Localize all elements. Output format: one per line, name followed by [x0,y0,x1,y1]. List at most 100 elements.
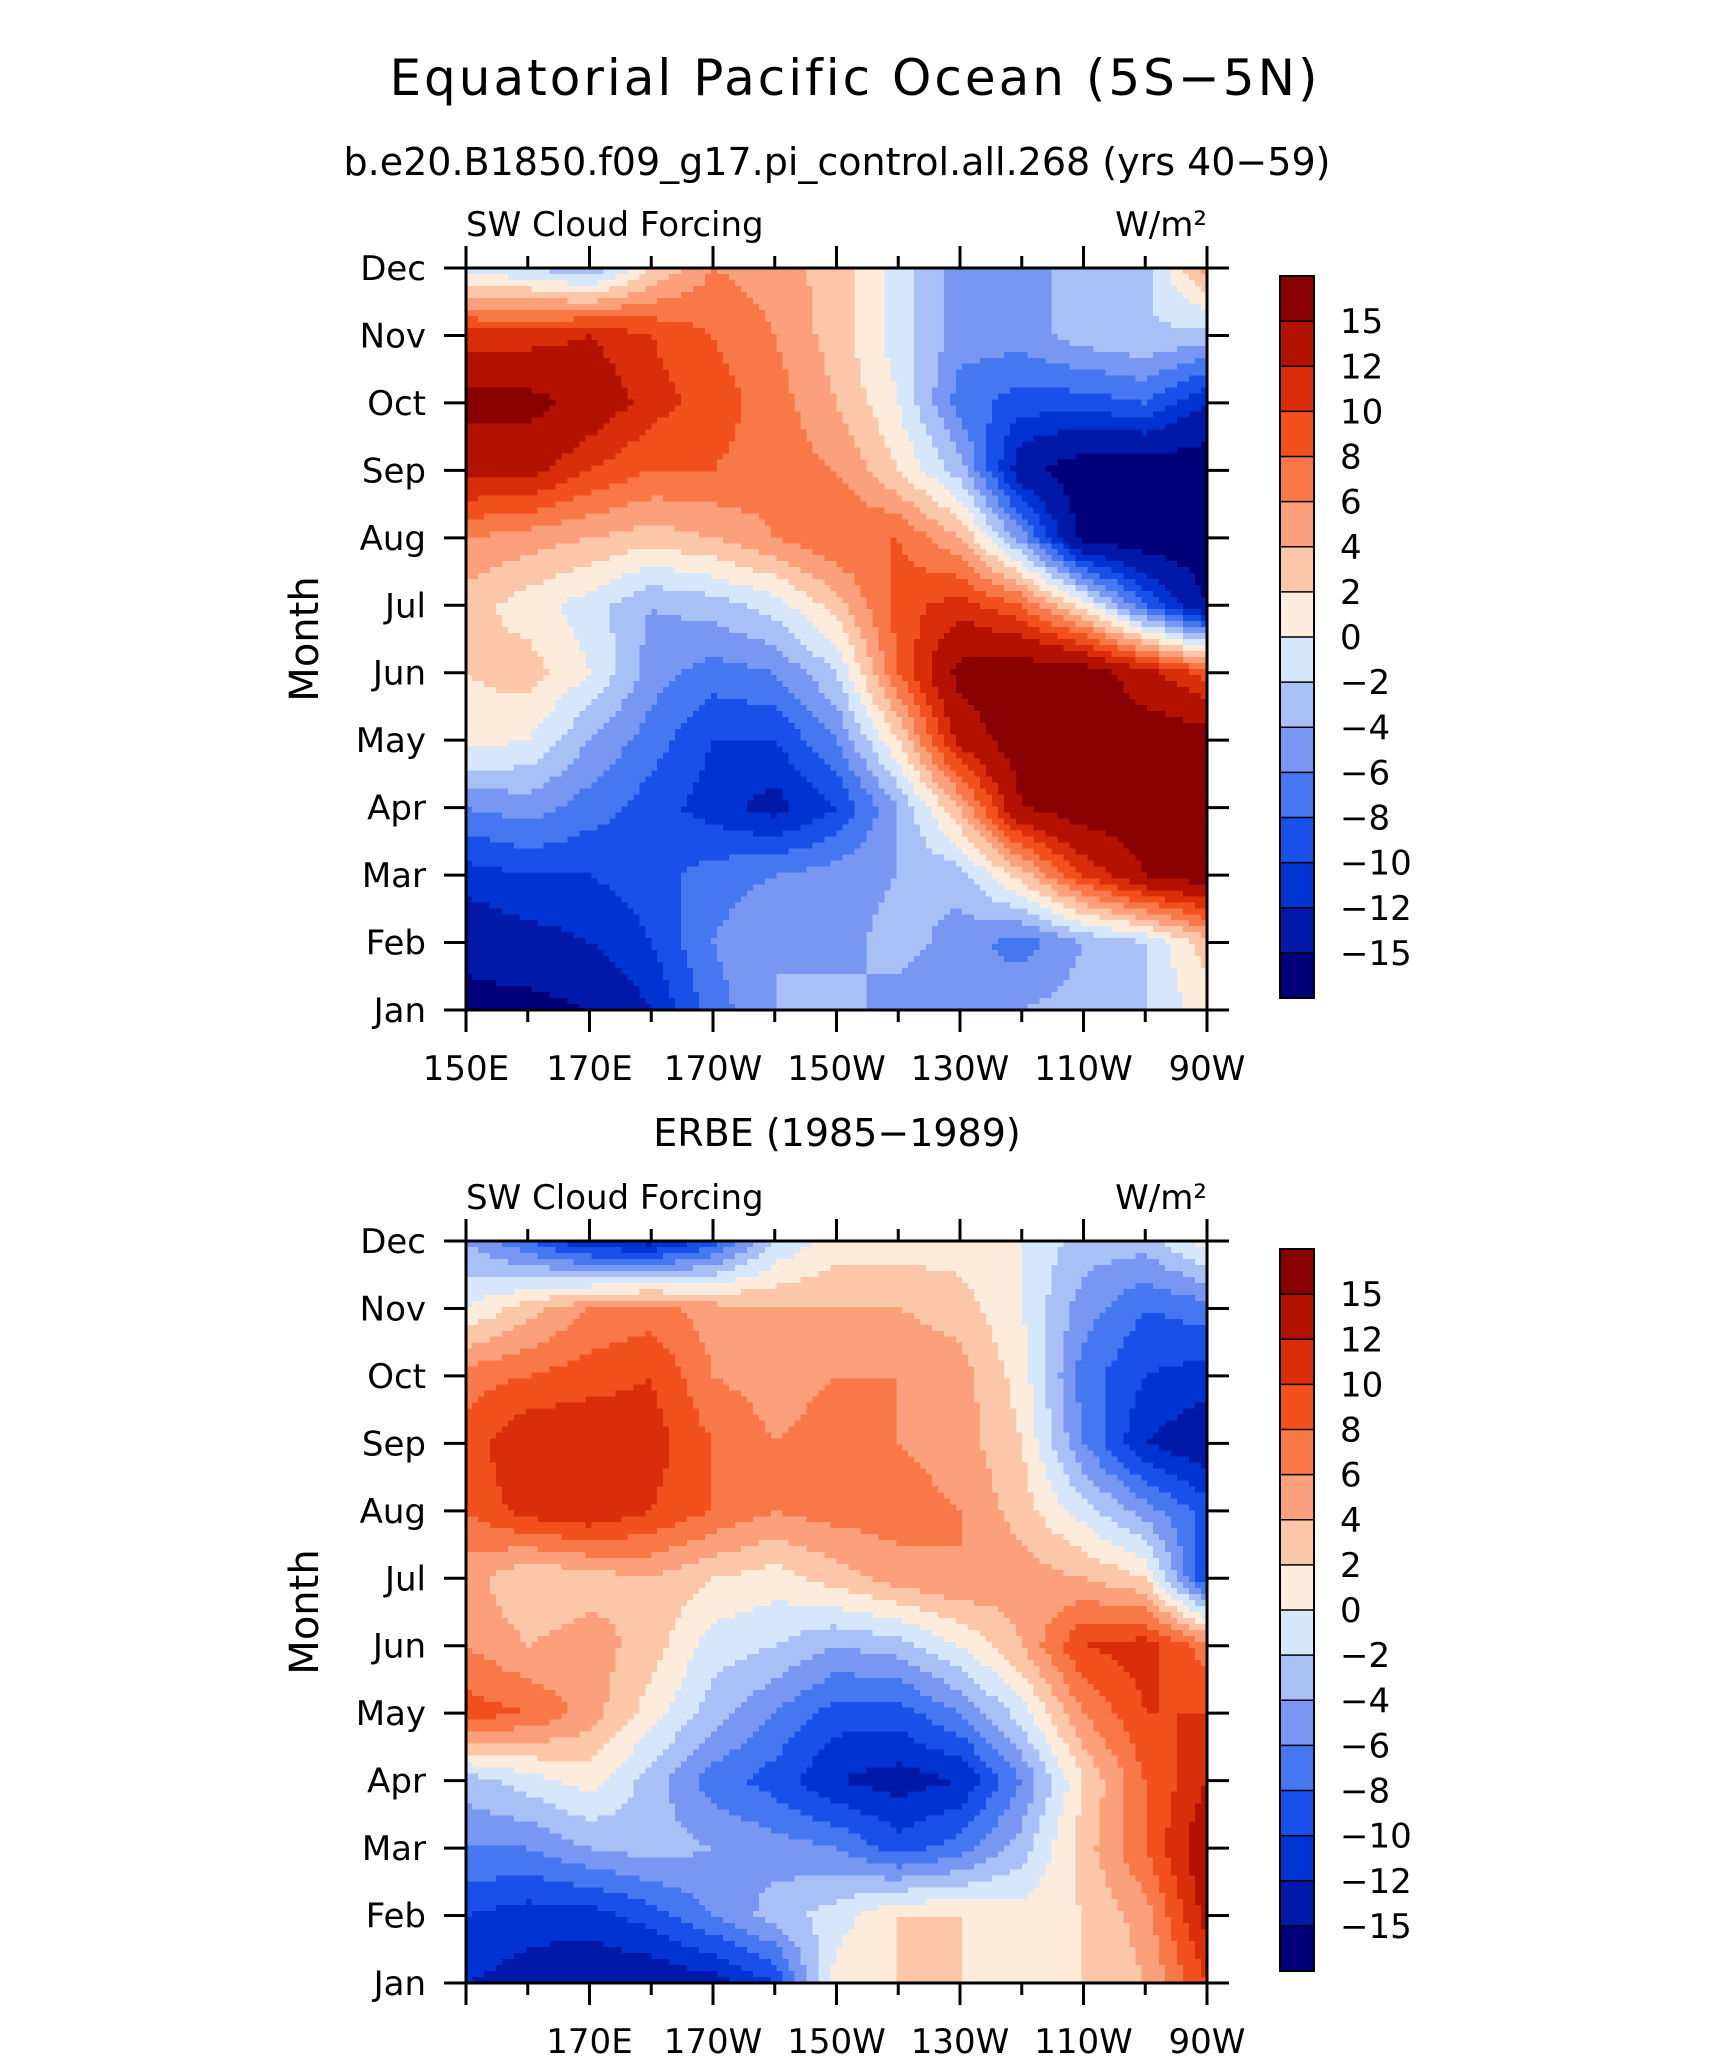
contour-cell [1159,1665,1208,1673]
contour-cell [997,1498,1035,1505]
contour-cell [950,507,969,514]
contour-cell [525,1947,622,1954]
contour-cell [746,662,802,670]
contour-cell [890,357,915,365]
contour-cell [926,1713,963,1721]
contour-cell [973,1785,999,1793]
contour-cell [890,674,903,682]
contour-cell [1021,1695,1041,1703]
contour-cell [537,1342,611,1350]
contour-cell [603,351,658,359]
contour-cell [985,453,1005,461]
contour-cell [1147,1004,1184,1011]
contour-cell [884,656,897,664]
contour-cell [1099,1689,1142,1697]
contour-cell [693,1324,933,1332]
contour-cell [621,1803,676,1811]
contour-cell [920,740,933,748]
contour-cell [914,746,927,754]
contour-cell [734,1707,778,1715]
colorbar-swatch [1280,1519,1314,1566]
contour-cell [818,1905,879,1912]
contour-cell [914,1707,957,1715]
contour-cell [896,866,963,873]
contour-cell [663,495,861,502]
contour-cell [746,890,885,897]
contour-cell [651,1241,688,1248]
contour-cell [878,812,897,820]
contour-cell [788,1635,903,1643]
contour-cell [1183,716,1208,724]
contour-cell [466,1947,527,1954]
contour-cell [466,1923,646,1930]
contour-cell [495,603,563,610]
contour-cell [1075,1899,1118,1906]
contour-cell [908,1659,951,1667]
contour-cell [466,1869,616,1876]
contour-cell [1183,1360,1208,1368]
contour-cell [716,1528,861,1535]
contour-cell [466,1803,473,1811]
contour-cell [973,1863,1023,1870]
contour-cell [1093,860,1142,867]
contour-cell [860,1647,927,1655]
contour-cell [914,1737,969,1745]
contour-cell [926,1264,1023,1272]
contour-cell [1075,579,1095,586]
contour-cell [878,627,891,634]
contour-cell [866,650,885,658]
contour-cell [639,471,838,479]
y-tick-label: Apr [367,1762,426,1802]
contour-cell [1117,609,1130,616]
colorbar-label: 6 [1340,483,1362,523]
contour-cell [967,1671,999,1679]
contour-cell [997,1821,1023,1829]
contour-cell [848,429,879,437]
contour-cell [997,1725,1023,1733]
contour-cell [675,674,778,682]
contour-cell [1039,1827,1059,1834]
contour-cell [1123,597,1142,604]
contour-cell [944,698,969,706]
contour-cell [711,1480,933,1487]
contour-cell [675,1695,706,1703]
contour-cell [711,740,778,748]
contour-cell [1039,543,1053,550]
contour-cell [866,1767,921,1775]
contour-cell [1117,674,1166,682]
contour-cell [806,435,856,443]
contour-cell [1003,1372,1029,1380]
contour-cell [1051,1653,1071,1661]
contour-cell [848,639,867,646]
contour-cell [1069,842,1124,850]
contour-cell [651,770,700,778]
contour-cell [675,998,700,1005]
contour-cell [466,387,533,395]
contour-cell [1165,405,1202,413]
contour-cell [950,435,969,443]
contour-cell [950,746,963,754]
contour-cell [466,962,616,969]
contour-cell [477,495,575,502]
contour-cell [466,459,557,467]
contour-cell [1057,585,1077,592]
contour-cell [561,603,611,610]
contour-cell [1141,585,1166,592]
contour-cell [836,1558,1041,1565]
contour-cell [926,692,939,700]
contour-cell [944,1725,975,1733]
contour-cell [728,447,814,455]
contour-cell [973,1725,999,1733]
contour-cell [699,1420,766,1428]
contour-cell [1171,273,1190,281]
contour-cell [597,1905,658,1912]
contour-cell [848,1588,921,1595]
contour-cell [609,1689,646,1697]
contour-cell [466,351,605,359]
contour-cell [531,734,563,742]
contour-cell [1183,650,1208,658]
contour-cell [920,734,933,742]
contour-cell [1051,1659,1077,1667]
contour-cell [1153,285,1178,293]
contour-cell [902,716,915,724]
